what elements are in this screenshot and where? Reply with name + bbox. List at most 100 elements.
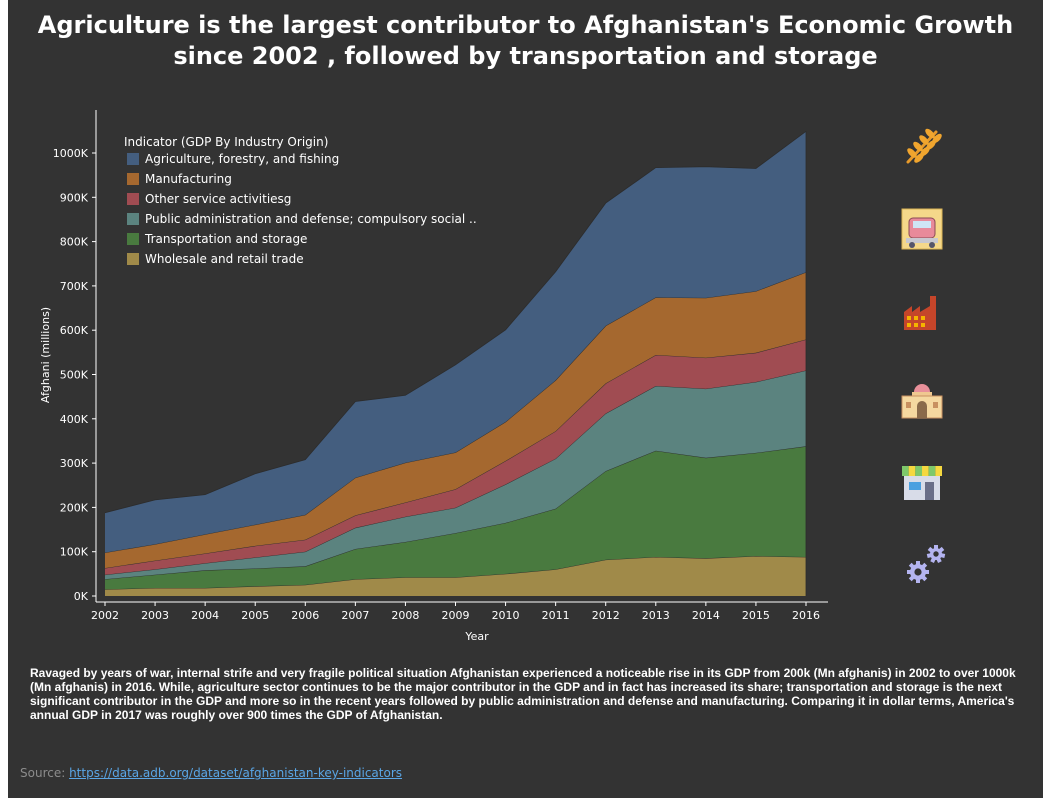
x-tick-label: 2004 — [191, 609, 219, 622]
wheat-icon — [906, 128, 942, 164]
x-tick-label: 2014 — [692, 609, 720, 622]
legend-item: Public administration and defense; compu… — [145, 212, 477, 226]
factory-window — [907, 323, 911, 327]
axes: 0K 100K 200K 300K 400K 500K 600K 700K 800K 900K 10… — [39, 110, 828, 643]
area-1 — [105, 446, 806, 590]
y-tick-label: 200K — [60, 501, 89, 514]
chart-title: Agriculture is the largest contributor t… — [8, 10, 1043, 72]
building-cornice — [912, 392, 932, 396]
store-awning-stripe — [902, 466, 909, 476]
x-tick-label: 2003 — [141, 609, 169, 622]
wheat-grain — [907, 148, 917, 158]
y-axis-title: Afghani (millions) — [39, 307, 52, 403]
legend-item: Manufacturing — [145, 172, 232, 186]
wheat-grain — [925, 128, 935, 139]
area-5 — [105, 131, 806, 553]
store-awning-stripe — [908, 466, 916, 476]
legend-item: Transportation and storage — [144, 232, 307, 246]
building-window — [933, 402, 938, 408]
truck-wheel — [909, 242, 915, 248]
source-link[interactable]: https://data.adb.org/dataset/afghanistan… — [69, 766, 403, 780]
sector-icons — [901, 128, 946, 583]
y-tick-label: 500K — [60, 369, 89, 382]
x-tick-label: 2009 — [442, 609, 470, 622]
x-axis-title: Year — [464, 630, 489, 643]
legend-swatch — [127, 173, 139, 185]
legend-item: Wholesale and retail trade — [145, 252, 304, 266]
y-tick-label: 700K — [60, 280, 89, 293]
legend-swatch — [127, 153, 139, 165]
store-awning-stripe — [915, 466, 923, 476]
wheat-grain — [913, 141, 923, 152]
y-tick-label: 100K — [60, 546, 89, 559]
gear-hole — [933, 551, 939, 557]
gear-large — [907, 561, 929, 583]
factory-body — [904, 296, 936, 330]
legend-swatch — [127, 213, 139, 225]
x-tick-label: 2008 — [391, 609, 419, 622]
building-door — [917, 401, 927, 418]
gear-hole — [914, 568, 922, 576]
x-tick-label: 2013 — [642, 609, 670, 622]
x-tick-label: 2011 — [542, 609, 570, 622]
y-tick-label: 600K — [60, 324, 89, 337]
area-2 — [105, 370, 806, 580]
y-tick-label: 400K — [60, 413, 89, 426]
area-edge-5 — [104, 130, 807, 514]
description-text: Ravaged by years of war, internal strife… — [30, 666, 1016, 722]
x-tick-label: 2015 — [742, 609, 770, 622]
y-tick-label: 300K — [60, 457, 89, 470]
legend-item: Other service activitiesg — [145, 192, 291, 206]
legend-swatch — [127, 253, 139, 265]
stacked-area-chart: 0K 100K 200K 300K 400K 500K 600K 700K 800K 900K 10… — [39, 110, 946, 643]
x-tick-label: 2016 — [792, 609, 820, 622]
x-tick-label: 2006 — [291, 609, 319, 622]
factory-window — [921, 323, 925, 327]
gears-icon — [907, 545, 946, 583]
area-3 — [105, 339, 806, 575]
title-line-1: Agriculture is the largest contributor t… — [37, 11, 1014, 39]
source-line: Source: https://data.adb.org/dataset/afg… — [20, 766, 402, 780]
y-tick-label: 0K — [74, 590, 89, 603]
factory-window — [921, 316, 925, 320]
factory-window — [907, 316, 911, 320]
source-label: Source: — [20, 766, 70, 780]
x-tick-label: 2012 — [592, 609, 620, 622]
building-dome — [914, 384, 930, 392]
x-tick-label: 2002 — [91, 609, 119, 622]
legend-swatch — [127, 233, 139, 245]
legend-swatch — [127, 193, 139, 205]
chart-frame: Agriculture is the largest contributor t… — [8, 0, 1043, 798]
gear-tooth — [916, 578, 920, 583]
gear-tooth — [916, 561, 920, 566]
legend-title: Indicator (GDP By Industry Origin) — [124, 135, 328, 149]
building-window — [906, 402, 911, 408]
store-awning-stripe — [935, 466, 943, 476]
gear-small — [926, 545, 946, 563]
factory-icon — [904, 296, 936, 330]
truck-icon — [901, 208, 943, 250]
gear-tooth — [934, 545, 938, 550]
truck-wheel — [929, 242, 935, 248]
factory-window — [914, 323, 918, 327]
x-tick-label: 2010 — [492, 609, 520, 622]
store-door — [925, 482, 934, 500]
wheat-grain — [919, 135, 929, 145]
y-tick-label: 1000K — [53, 147, 89, 160]
area-0 — [105, 556, 806, 596]
wheat-grain — [932, 133, 942, 144]
store-icon — [902, 466, 943, 500]
y-tick-label: 900K — [60, 191, 89, 204]
store-awning-stripe — [928, 466, 936, 476]
y-tick-label: 800K — [60, 236, 89, 249]
factory-window — [914, 316, 918, 320]
government-building-icon — [901, 384, 943, 419]
store-window — [909, 482, 921, 490]
x-tick-label: 2007 — [341, 609, 369, 622]
legend-item: Agriculture, forestry, and fishing — [145, 152, 339, 166]
legend: Indicator (GDP By Industry Origin) Agricu… — [124, 135, 477, 266]
x-tick-label: 2005 — [241, 609, 269, 622]
area-layers — [104, 130, 807, 596]
truck-bumper — [906, 238, 938, 243]
truck-window — [913, 221, 931, 228]
